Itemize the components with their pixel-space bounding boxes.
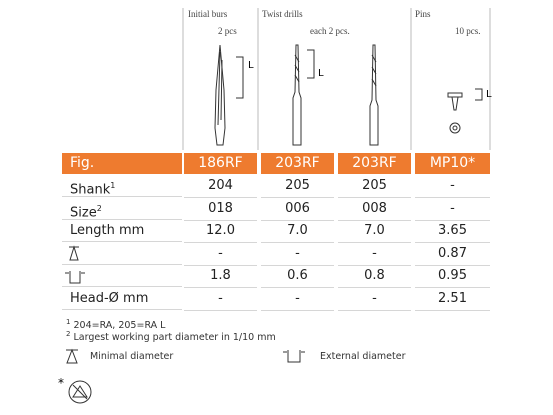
- column-header: Fig.: [62, 153, 182, 174]
- legend-label: Minimal diameter: [90, 351, 174, 362]
- row-label-text: Length mm: [70, 223, 145, 238]
- group-dividers: [182, 8, 491, 150]
- group-title: Pins: [415, 9, 431, 19]
- cell-value: 7.0: [261, 220, 334, 243]
- row-label: Shank1: [62, 175, 182, 197]
- group-count: 2 pcs: [218, 26, 237, 36]
- legend-label: External diameter: [320, 351, 406, 362]
- cell-value: 0.6: [261, 265, 334, 288]
- cell-value: 018: [184, 198, 257, 221]
- drill-drawing: [292, 44, 315, 146]
- drill-drawing: [369, 44, 379, 146]
- row-label-text: Head-Ø mm: [70, 290, 149, 306]
- row-label: Head-Ø mm: [62, 288, 182, 310]
- footnote: 1 204=RA, 205=RA L: [66, 318, 165, 331]
- cell-value: 2.51: [415, 288, 490, 311]
- cell-value: 205: [338, 175, 411, 198]
- dimension-label: L: [248, 60, 254, 71]
- cell-value: 006: [261, 198, 334, 221]
- ext-diameter-icon: [283, 350, 305, 363]
- row-label-text: Shank: [70, 182, 111, 198]
- cell-value: -: [261, 288, 334, 311]
- bur-drawing: [214, 44, 244, 146]
- cell-value: 1.8: [184, 265, 257, 288]
- group-title: Twist drills: [262, 9, 303, 19]
- dimension-label: L: [486, 89, 492, 100]
- row-label: Length mm: [62, 220, 182, 242]
- cell-value: 204: [184, 175, 257, 198]
- cell-value: -: [415, 175, 490, 198]
- row-label: [62, 265, 182, 287]
- cell-value: -: [338, 243, 411, 266]
- cell-value: 008: [338, 198, 411, 221]
- cell-value: 0.8: [338, 265, 411, 288]
- group-count: each 2 pcs.: [310, 26, 350, 36]
- sterile-icon: [68, 380, 92, 404]
- cell-value: 0.95: [415, 265, 490, 288]
- cell-value: -: [261, 243, 334, 266]
- row-label: [62, 243, 182, 265]
- cell-value: -: [184, 288, 257, 311]
- column-header: 203RF: [261, 153, 334, 174]
- cell-value: -: [338, 288, 411, 311]
- group-title: Initial burs: [188, 9, 228, 19]
- footnote-marker: 2: [66, 330, 71, 338]
- footnote-marker: 1: [66, 318, 71, 326]
- column-header: 186RF: [184, 153, 257, 174]
- footnote: 2 Largest working part diameter in 1/10 …: [66, 330, 276, 343]
- asterisk: *: [58, 376, 64, 390]
- cell-value: 3.65: [415, 220, 490, 243]
- min-diameter-icon: [66, 348, 78, 364]
- cell-value: -: [184, 243, 257, 266]
- footnote-ref: 2: [96, 203, 102, 213]
- cell-value: 205: [261, 175, 334, 198]
- cell-value: 0.87: [415, 243, 490, 266]
- footnote-text: Largest working part diameter in 1/10 mm: [73, 332, 276, 344]
- cell-value: 7.0: [338, 220, 411, 243]
- dimension-label: L: [318, 68, 324, 79]
- footnote-text: 204=RA, 205=RA L: [73, 320, 166, 332]
- column-header: MP10*: [415, 153, 490, 174]
- pin-drawing: [447, 88, 483, 134]
- cell-value: -: [415, 198, 490, 221]
- row-icons: [65, 245, 85, 284]
- group-count: 10 pcs.: [455, 26, 481, 36]
- footnote-ref: 1: [110, 181, 116, 190]
- cell-value: 12.0: [184, 220, 257, 243]
- column-header: 203RF: [338, 153, 411, 174]
- row-label: Size2: [62, 198, 182, 220]
- row-label-text: Size: [70, 204, 97, 220]
